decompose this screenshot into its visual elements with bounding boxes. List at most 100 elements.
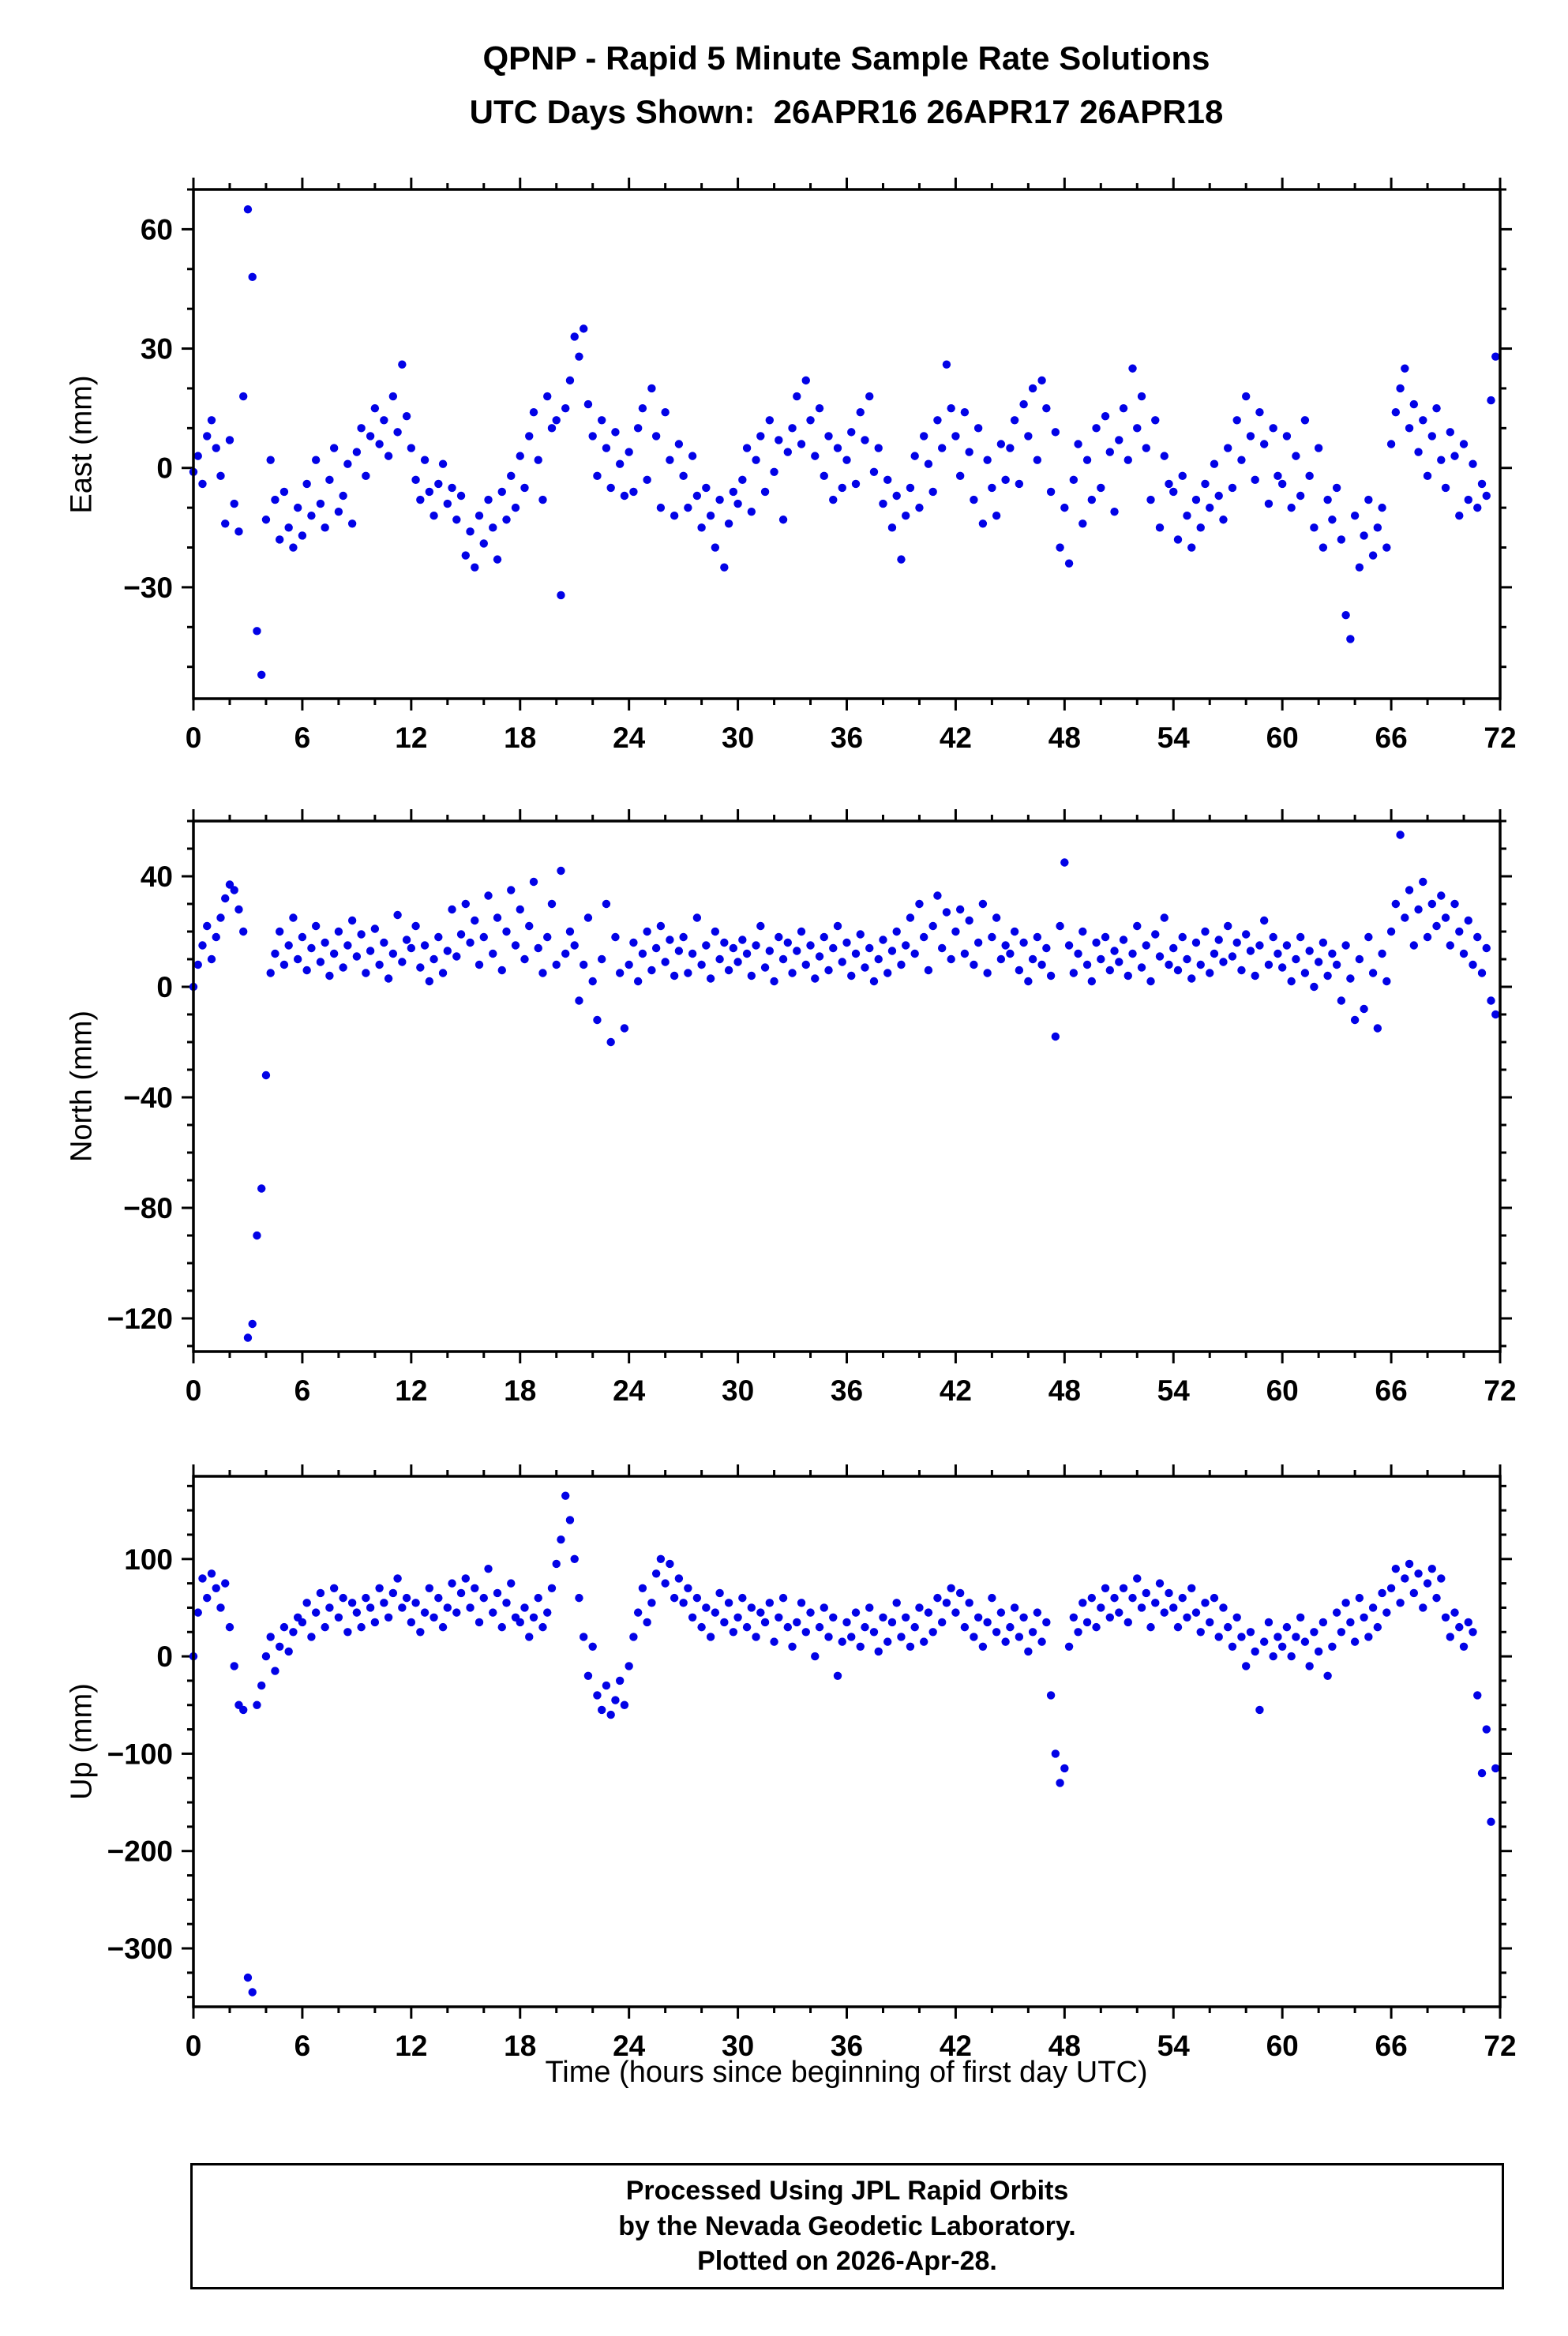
data-point bbox=[557, 591, 565, 600]
data-point bbox=[906, 913, 915, 922]
data-point bbox=[1228, 1642, 1237, 1651]
data-point bbox=[1314, 958, 1323, 966]
x-tick-label: 72 bbox=[1484, 2030, 1516, 2062]
data-point bbox=[1206, 503, 1214, 512]
data-point bbox=[311, 921, 321, 931]
data-point bbox=[534, 456, 542, 464]
data-point bbox=[983, 1618, 992, 1627]
data-point bbox=[1455, 927, 1464, 936]
data-point bbox=[833, 921, 842, 931]
data-point bbox=[257, 1184, 266, 1193]
data-point bbox=[1386, 440, 1396, 448]
data-point bbox=[1269, 932, 1277, 942]
data-point bbox=[1396, 1599, 1405, 1607]
data-point bbox=[679, 471, 688, 481]
x-tick-label: 6 bbox=[294, 722, 311, 754]
x-tick-label: 18 bbox=[504, 1374, 536, 1407]
data-point bbox=[271, 949, 279, 958]
data-point bbox=[443, 1603, 452, 1612]
data-point bbox=[516, 452, 524, 460]
data-point bbox=[933, 416, 942, 425]
data-point bbox=[302, 479, 311, 489]
data-point bbox=[1423, 1579, 1432, 1588]
data-point bbox=[1092, 424, 1101, 433]
data-point bbox=[1028, 384, 1037, 393]
data-point bbox=[651, 432, 661, 441]
data-point bbox=[570, 332, 579, 341]
data-point bbox=[1092, 1622, 1101, 1632]
data-point bbox=[529, 877, 538, 887]
data-point bbox=[284, 941, 293, 950]
data-point bbox=[1396, 384, 1405, 393]
data-point bbox=[1382, 543, 1391, 552]
data-point bbox=[1160, 913, 1168, 922]
data-point bbox=[1110, 507, 1119, 516]
data-point bbox=[1191, 1608, 1201, 1617]
data-point bbox=[1323, 495, 1332, 504]
data-point bbox=[1028, 1628, 1037, 1637]
data-point bbox=[1241, 1662, 1251, 1670]
data-point bbox=[1228, 952, 1237, 961]
data-point bbox=[924, 1608, 933, 1617]
data-point bbox=[1201, 1599, 1210, 1607]
data-point bbox=[1237, 456, 1246, 464]
data-point bbox=[1296, 932, 1305, 942]
data-point bbox=[919, 1637, 928, 1646]
data-point bbox=[951, 432, 960, 441]
data-point bbox=[239, 1705, 248, 1715]
data-point bbox=[325, 971, 334, 981]
up-scatter-plot: 0 6 12 18 24 30 36 42 48 54 60 66 72 −300 −200 −100 0 100 bbox=[107, 1464, 1517, 2062]
data-point bbox=[362, 969, 370, 977]
north-axis-label: North (mm) bbox=[65, 1010, 99, 1163]
x-tick-label: 60 bbox=[1266, 722, 1299, 754]
data-point bbox=[824, 966, 833, 975]
data-point bbox=[820, 1603, 828, 1612]
data-point bbox=[552, 416, 561, 425]
data-point bbox=[234, 905, 243, 914]
data-point bbox=[1405, 424, 1414, 433]
data-point bbox=[366, 947, 375, 955]
data-point bbox=[651, 943, 661, 953]
footer-line-2: by the Nevada Geodetic Laboratory. bbox=[618, 2210, 1076, 2241]
data-point bbox=[1491, 352, 1500, 361]
x-tick-label: 42 bbox=[940, 1374, 972, 1407]
data-point bbox=[420, 456, 430, 464]
data-point bbox=[1033, 1608, 1042, 1617]
data-point bbox=[316, 499, 325, 508]
data-point bbox=[1019, 1613, 1028, 1622]
data-point bbox=[570, 1554, 579, 1564]
data-point bbox=[380, 416, 388, 425]
data-point bbox=[910, 452, 919, 460]
data-point bbox=[1056, 543, 1064, 552]
data-point bbox=[370, 924, 380, 933]
data-point bbox=[874, 1647, 883, 1656]
data-point bbox=[869, 467, 879, 476]
data-point bbox=[1437, 456, 1446, 464]
data-point bbox=[1187, 974, 1196, 983]
data-point bbox=[461, 1574, 470, 1583]
data-point bbox=[955, 905, 965, 914]
data-point bbox=[793, 392, 801, 401]
data-point bbox=[516, 905, 524, 914]
x-tick-label: 24 bbox=[613, 1374, 646, 1407]
data-point bbox=[752, 456, 760, 464]
data-point bbox=[1328, 1642, 1337, 1651]
data-point bbox=[362, 1593, 370, 1603]
data-point bbox=[1173, 966, 1183, 975]
data-point bbox=[879, 499, 887, 508]
data-point bbox=[720, 1618, 729, 1627]
data-point bbox=[425, 1584, 434, 1592]
data-point bbox=[1187, 543, 1196, 552]
data-point bbox=[1224, 921, 1232, 931]
data-point bbox=[1305, 947, 1314, 955]
data-point bbox=[216, 1603, 225, 1612]
data-point bbox=[271, 1667, 279, 1675]
data-point bbox=[742, 444, 752, 452]
data-point bbox=[452, 516, 461, 524]
data-point bbox=[697, 1622, 706, 1632]
data-point bbox=[747, 1603, 756, 1612]
data-point bbox=[502, 516, 511, 524]
data-point bbox=[670, 1593, 679, 1603]
data-point bbox=[393, 428, 402, 437]
data-point bbox=[1310, 523, 1319, 532]
